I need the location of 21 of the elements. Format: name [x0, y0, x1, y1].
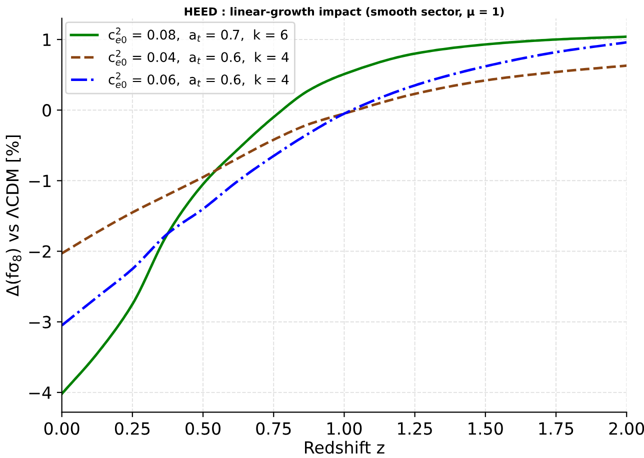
legend-label: c$^{2}$$_{e0}$ = 0.08, a$_{t}$ = 0.7, k = 6: [108, 28, 288, 44]
y-tick-label: 0: [42, 104, 51, 117]
x-tick-label: 1.50: [468, 422, 503, 435]
y-tick-label: −1: [29, 174, 51, 188]
y-tick-label: −2: [29, 245, 50, 258]
x-tick-label: 0.75: [256, 422, 291, 435]
x-tick-label: 1.25: [398, 422, 432, 435]
legend-label: c$^{2}$$_{e0}$ = 0.06, a$_{t}$ = 0.6, k = 4: [108, 72, 289, 88]
x-tick-label: 2.00: [609, 422, 644, 435]
x-tick-label: 0.00: [44, 422, 80, 435]
y-tick-label: 1: [43, 34, 51, 46]
x-tick-label: 1.00: [327, 422, 362, 435]
y-axis-title: Δ(fσ$_{8}$) vs ΛCDM [%]: [6, 136, 22, 296]
x-axis-title: Redshift z: [305, 440, 384, 454]
y-tick-label: −3: [29, 316, 51, 328]
x-tick-label: 0.50: [186, 422, 220, 435]
y-tick-label: −4: [29, 386, 52, 399]
legend-label: c$^{2}$$_{e0}$ = 0.04, a$_{t}$ = 0.6, k = 4: [108, 50, 289, 66]
chart-title: HEED : linear-growth impact (smooth sector, μ = 1): [184, 7, 504, 18]
x-tick-label: 0.25: [114, 422, 150, 435]
x-tick-label: 1.75: [539, 422, 574, 435]
